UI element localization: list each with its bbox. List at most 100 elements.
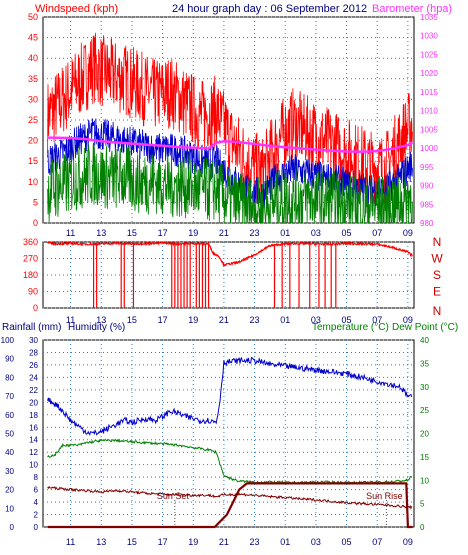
windspeed-tick-label: 10	[28, 177, 38, 187]
direction-tick-label: 90	[28, 287, 38, 297]
temperature-x-tick: 07	[372, 537, 382, 547]
barometer-axis-title: Barometer (hpa)	[372, 3, 452, 15]
barometer-tick-label: 1020	[420, 69, 438, 78]
direction-x-tick: 11	[66, 315, 75, 325]
temperature-tick-label: 35	[420, 359, 429, 368]
windspeed-tick-label: 25	[28, 115, 38, 125]
direction-tick-label: 0	[33, 303, 38, 313]
humidity-tick-label: 20	[5, 486, 14, 495]
direction-x-tick: 15	[127, 315, 137, 325]
direction-x-tick: 01	[280, 315, 290, 325]
barometer-tick-label: 995	[420, 163, 434, 172]
chart-title: 24 hour graph day : 06 September 2012	[172, 3, 367, 15]
direction-x-tick: 05	[342, 315, 352, 325]
humidity-tick-label: 90	[5, 355, 14, 364]
temperature-tick-label: 20	[420, 430, 429, 439]
temperature-x-tick: 03	[311, 537, 321, 547]
wind-x-tick: 11	[66, 228, 75, 238]
temperature-x-tick: 15	[127, 537, 137, 547]
rainfall-tick-label: 28	[29, 348, 38, 357]
rainfall-tick-label: 26	[29, 361, 38, 370]
barometer-tick-label: 985	[420, 200, 434, 209]
direction-x-tick: 23	[250, 315, 260, 325]
wind-low-line	[47, 142, 413, 225]
rainfall-tick-label: 2	[34, 511, 39, 520]
dewpoint-axis-title: Dew Point (°C)	[392, 322, 458, 333]
barometer-tick-label: 1005	[420, 125, 438, 134]
direction-x-tick: 07	[372, 315, 382, 325]
barometer-tick-label: 980	[420, 219, 434, 228]
wind-x-tick: 17	[158, 228, 168, 238]
temperature-tick-label: 40	[420, 336, 429, 345]
temperature-x-tick: 01	[280, 537, 290, 547]
temperature-x-tick: 13	[96, 537, 106, 547]
rainfall-line	[47, 482, 413, 529]
windspeed-tick-label: 40	[28, 53, 38, 63]
temperature-x-tick: 21	[219, 537, 229, 547]
windspeed-tick-label: 15	[28, 156, 38, 166]
windspeed-tick-label: 35	[28, 74, 38, 84]
temperature-tick-label: 30	[420, 383, 429, 392]
barometer-tick-label: 1035	[420, 13, 438, 22]
compass-label: S	[433, 268, 441, 282]
rainfall-axis-title: Rainfall (mm)	[2, 322, 61, 333]
humidity-tick-label: 60	[5, 411, 14, 420]
barometer-tick-label: 1025	[420, 50, 438, 59]
compass-label: N	[433, 235, 442, 249]
direction-x-tick: 03	[311, 315, 321, 325]
barometer-tick-label: 1010	[420, 107, 438, 116]
axis-labels-layer: 0510152025303540455098098599099510001005…	[1, 12, 444, 547]
wind-x-tick: 19	[188, 228, 198, 238]
windspeed-tick-label: 45	[28, 33, 38, 43]
direction-x-tick: 09	[403, 315, 413, 325]
humidity-tick-label: 100	[1, 336, 15, 345]
rainfall-tick-label: 30	[29, 336, 38, 345]
wind-x-tick: 03	[311, 228, 321, 238]
direction-x-tick: 17	[158, 315, 168, 325]
wind-gust-line	[47, 32, 413, 207]
temperature-x-tick: 05	[342, 537, 352, 547]
windspeed-tick-label: 5	[33, 197, 38, 207]
barometer-tick-label: 1000	[420, 144, 438, 153]
rainfall-tick-label: 12	[29, 448, 38, 457]
humidity-tick-label: 10	[5, 504, 14, 513]
direction-tick-label: 270	[23, 254, 38, 264]
rainfall-tick-label: 4	[34, 498, 39, 507]
wind-x-tick: 05	[342, 228, 352, 238]
humidity-tick-label: 50	[5, 430, 14, 439]
windspeed-axis-title: Windspeed (kph)	[35, 3, 118, 15]
barometer-tick-label: 990	[420, 182, 434, 191]
windspeed-tick-label: 20	[28, 136, 38, 146]
rainfall-tick-label: 20	[29, 398, 38, 407]
rainfall-tick-label: 10	[29, 461, 38, 470]
humidity-tick-label: 40	[5, 448, 14, 457]
barometer-line	[47, 136, 414, 154]
humidity-tick-label: 30	[5, 467, 14, 476]
wind-x-tick: 15	[127, 228, 137, 238]
direction-tick-label: 180	[23, 270, 38, 280]
windspeed-tick-label: 50	[28, 12, 38, 22]
temperature-axis-title: Temperature (°C)	[312, 322, 389, 333]
temperature-panel-frame	[42, 339, 415, 528]
compass-label: E	[433, 285, 441, 299]
barometer-tick-label: 1015	[420, 88, 438, 97]
direction-line	[47, 240, 413, 267]
grid-layer	[43, 16, 414, 528]
temperature-tick-label: 15	[420, 453, 429, 462]
humidity-tick-label: 0	[10, 523, 15, 532]
temperature-x-tick: 17	[158, 537, 168, 547]
sunset-label: Sun Set	[157, 491, 190, 501]
temperature-x-tick: 09	[403, 537, 413, 547]
compass-label: W	[431, 252, 443, 266]
dewpoint-line	[47, 485, 413, 510]
humidity-axis-title: Humidity (%)	[68, 322, 125, 333]
rainfall-tick-label: 22	[29, 386, 38, 395]
temperature-tick-label: 5	[420, 500, 425, 509]
windspeed-tick-label: 30	[28, 94, 38, 104]
rainfall-tick-label: 14	[29, 436, 38, 445]
rainfall-tick-label: 16	[29, 423, 38, 432]
direction-panel-frame	[42, 241, 415, 309]
wind-x-tick: 07	[372, 228, 382, 238]
